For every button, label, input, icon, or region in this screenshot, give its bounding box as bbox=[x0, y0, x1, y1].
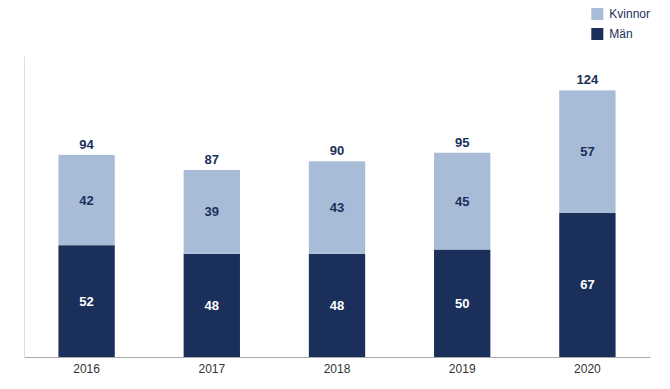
x-axis: 2016 2017 2018 2019 2020 bbox=[25, 357, 651, 376]
data-label: 52 bbox=[79, 294, 93, 309]
total-label: 90 bbox=[330, 143, 344, 158]
x-tick: 2017 bbox=[198, 357, 225, 376]
total-label: 95 bbox=[455, 135, 469, 150]
data-label: 39 bbox=[205, 204, 219, 219]
bar bbox=[58, 155, 114, 245]
bar bbox=[309, 161, 365, 253]
data-label: 48 bbox=[330, 298, 344, 313]
data-label: 67 bbox=[580, 277, 594, 292]
bar bbox=[559, 213, 615, 357]
data-label: 57 bbox=[580, 144, 594, 159]
bar bbox=[309, 254, 365, 357]
total-label: 124 bbox=[577, 72, 599, 87]
data-label: 48 bbox=[205, 298, 219, 313]
legend-swatch bbox=[591, 28, 603, 40]
legend-label: Kvinnor bbox=[609, 7, 650, 21]
data-label: 50 bbox=[455, 296, 469, 311]
legend-swatch bbox=[591, 8, 603, 20]
x-axis-line bbox=[25, 357, 651, 358]
bar bbox=[184, 254, 240, 357]
legend: Kvinnor Män bbox=[591, 7, 650, 41]
bar bbox=[184, 170, 240, 254]
legend-label: Män bbox=[609, 27, 632, 41]
data-labels: 52 48 48 50 67 42 39 43 45 57 bbox=[79, 144, 594, 313]
total-label: 87 bbox=[205, 152, 219, 167]
bar bbox=[58, 245, 114, 357]
data-label: 42 bbox=[79, 193, 93, 208]
x-tick-label: 2018 bbox=[324, 362, 351, 376]
x-tick: 2020 bbox=[574, 357, 601, 376]
x-tick-label: 2019 bbox=[449, 362, 476, 376]
data-label: 45 bbox=[455, 194, 469, 209]
total-label: 94 bbox=[79, 137, 94, 152]
data-label: 43 bbox=[330, 200, 344, 215]
legend-item: Män bbox=[591, 27, 632, 41]
total-labels: 94 87 90 95 124 bbox=[79, 72, 599, 167]
y-axis bbox=[24, 57, 25, 358]
bar bbox=[434, 250, 490, 358]
legend-item: Kvinnor bbox=[591, 7, 650, 21]
chart: 2016 2017 2018 2019 2020 52 48 48 50 67 42 39 43 45 57… bbox=[0, 0, 670, 389]
y-axis-line bbox=[24, 57, 25, 358]
x-tick-label: 2016 bbox=[73, 362, 100, 376]
x-tick-label: 2020 bbox=[574, 362, 601, 376]
x-tick-label: 2017 bbox=[198, 362, 225, 376]
x-tick: 2019 bbox=[449, 357, 476, 376]
bars bbox=[58, 90, 615, 357]
bar bbox=[559, 90, 615, 213]
bar bbox=[434, 153, 490, 250]
x-tick: 2016 bbox=[73, 357, 100, 376]
x-tick: 2018 bbox=[324, 357, 351, 376]
